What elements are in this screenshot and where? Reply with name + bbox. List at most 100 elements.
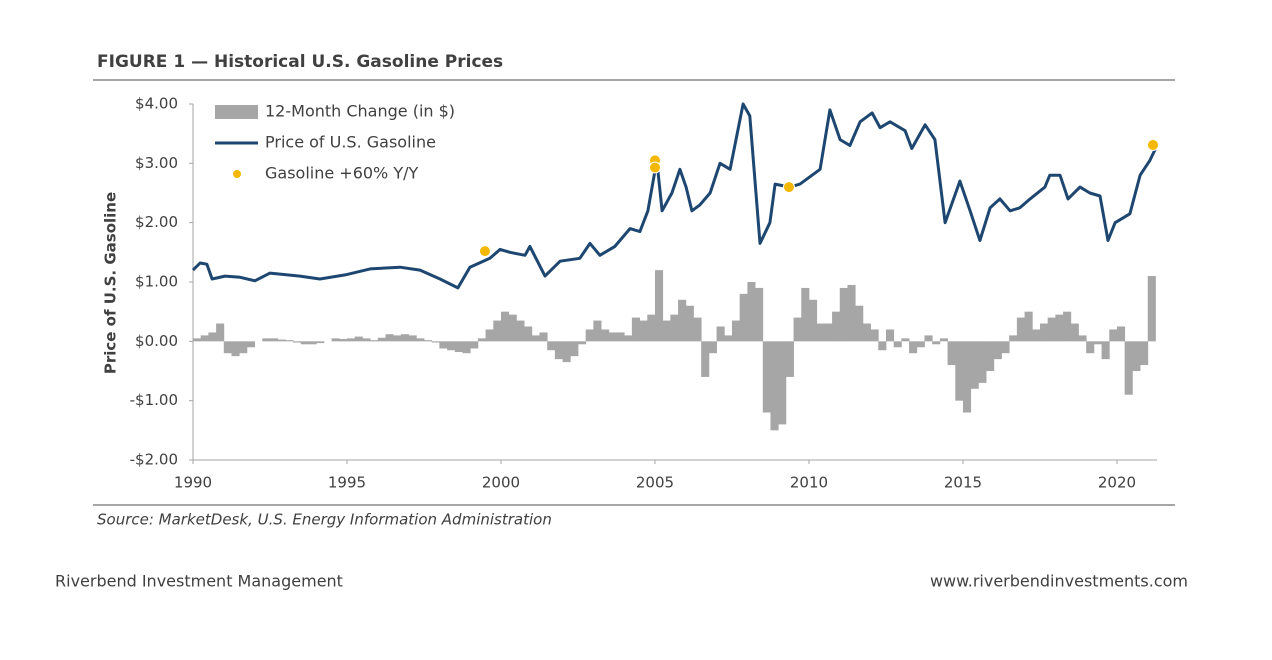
change-bar	[1047, 317, 1056, 342]
change-bar	[1101, 341, 1110, 360]
change-bar	[1124, 341, 1133, 395]
change-bar	[701, 341, 710, 377]
change-bar	[554, 341, 563, 360]
price-line	[191, 102, 1159, 290]
change-bar	[947, 341, 956, 366]
change-bar	[993, 341, 1002, 360]
change-bar	[1093, 341, 1102, 345]
change-bar	[955, 341, 964, 401]
change-bar	[331, 338, 340, 342]
spike-dot	[478, 245, 491, 258]
y-tick-label: $4.00	[135, 95, 178, 113]
change-bar	[562, 341, 571, 363]
change-bar	[909, 341, 918, 354]
change-bar	[1132, 341, 1141, 371]
change-bar	[662, 320, 671, 342]
change-bar	[1070, 323, 1079, 342]
change-bar	[1116, 326, 1126, 342]
change-bar	[1086, 341, 1095, 354]
change-bar	[631, 317, 640, 342]
change-bar	[986, 341, 995, 371]
y-tick-label: -$2.00	[130, 451, 178, 469]
change-bar	[893, 341, 902, 348]
change-bar	[793, 317, 802, 342]
change-bar	[1109, 329, 1118, 342]
change-bar	[293, 341, 302, 343]
change-bar	[1001, 341, 1010, 354]
change-bar	[762, 341, 771, 413]
change-bar	[770, 341, 779, 431]
change-bar	[801, 287, 810, 342]
change-bar	[477, 338, 486, 342]
change-bar	[593, 320, 602, 342]
change-bar	[1078, 335, 1087, 342]
change-bar	[824, 323, 833, 342]
change-bar	[585, 329, 594, 342]
change-bar	[978, 341, 987, 383]
change-bar	[970, 341, 979, 389]
legend-label: 12-Month Change (in $)	[265, 102, 455, 121]
y-tick-label: $1.00	[135, 273, 178, 291]
change-bar	[193, 338, 202, 342]
x-tick-label: 2005	[636, 474, 674, 492]
change-bar	[524, 326, 533, 342]
change-bar	[277, 339, 286, 342]
change-bar	[739, 293, 748, 342]
change-bar	[416, 338, 425, 342]
change-bar	[616, 332, 625, 342]
change-bar	[916, 341, 925, 348]
change-bar	[346, 338, 356, 342]
change-bar	[216, 323, 225, 342]
footer-left: Riverbend Investment Management	[55, 572, 343, 591]
change-bar	[439, 341, 448, 349]
change-bar	[377, 337, 386, 342]
change-bar	[608, 332, 617, 342]
change-bar	[454, 341, 463, 353]
x-tick-label: 1990	[174, 474, 212, 492]
change-bar	[339, 338, 348, 342]
change-bar	[500, 311, 510, 342]
change-bar	[878, 341, 887, 351]
change-bar	[431, 341, 440, 343]
change-bar	[362, 338, 371, 342]
change-bar	[731, 320, 741, 342]
change-bar	[246, 341, 255, 348]
y-tick-label: -$1.00	[130, 391, 178, 409]
change-bar	[647, 314, 656, 342]
change-bar	[693, 317, 702, 342]
change-bar	[539, 332, 548, 342]
footer-right: www.riverbendinvestments.com	[930, 572, 1188, 591]
change-bar	[924, 335, 933, 342]
change-bar	[847, 284, 856, 342]
change-bar	[462, 341, 471, 354]
change-bar	[200, 335, 209, 342]
change-bar	[385, 334, 394, 342]
change-bar	[300, 341, 309, 345]
change-bar	[855, 305, 864, 342]
change-bar	[208, 332, 217, 342]
change-bar	[670, 314, 679, 342]
y-tick-label: $3.00	[135, 154, 178, 172]
change-bar	[423, 340, 433, 342]
change-bar	[1055, 314, 1064, 342]
source-note: Source: MarketDesk, U.S. Energy Informat…	[97, 511, 552, 529]
change-bar	[577, 341, 587, 345]
change-bar	[724, 335, 733, 342]
change-bar	[239, 341, 248, 354]
change-bar	[778, 341, 787, 425]
y-tick-label: $2.00	[135, 213, 178, 231]
change-bar	[316, 341, 325, 344]
change-bar	[408, 335, 417, 342]
change-bar	[354, 336, 363, 342]
change-bar	[747, 282, 756, 342]
change-bar	[962, 341, 972, 413]
change-bar	[308, 341, 317, 345]
change-bar	[870, 329, 879, 342]
x-tick-label: 2015	[944, 474, 982, 492]
change-bar	[1009, 335, 1018, 342]
change-bar	[1039, 323, 1049, 342]
change-bar	[939, 338, 948, 342]
x-tick-label: 2010	[790, 474, 828, 492]
change-bar	[269, 338, 279, 342]
